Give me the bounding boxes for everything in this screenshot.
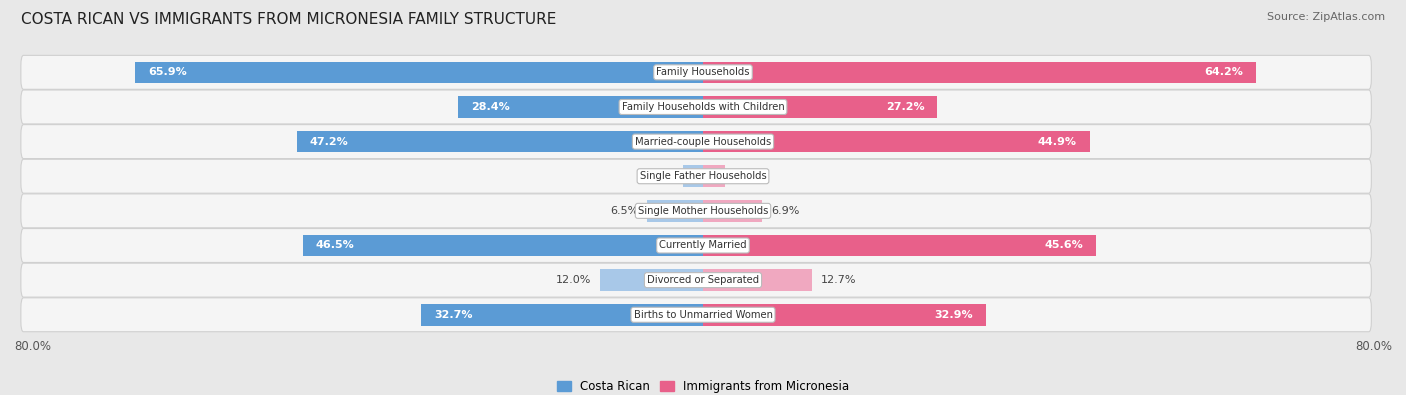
Bar	[703, 96, 938, 118]
Text: 32.9%: 32.9%	[935, 310, 973, 320]
FancyBboxPatch shape	[21, 229, 1371, 262]
Bar	[599, 269, 703, 291]
FancyBboxPatch shape	[21, 194, 1371, 228]
Text: 12.7%: 12.7%	[821, 275, 856, 285]
Text: 46.5%: 46.5%	[315, 241, 354, 250]
Text: Family Households with Children: Family Households with Children	[621, 102, 785, 112]
Bar	[458, 96, 703, 118]
Bar	[297, 131, 703, 152]
Text: 80.0%: 80.0%	[14, 340, 51, 353]
Text: Family Households: Family Households	[657, 67, 749, 77]
Bar	[703, 235, 1095, 256]
Text: 27.2%: 27.2%	[886, 102, 924, 112]
Bar	[683, 166, 703, 187]
Text: 44.9%: 44.9%	[1038, 137, 1077, 147]
Text: 12.0%: 12.0%	[555, 275, 591, 285]
Bar	[422, 304, 703, 325]
Text: Births to Unmarried Women: Births to Unmarried Women	[634, 310, 772, 320]
Text: 2.6%: 2.6%	[734, 171, 762, 181]
Text: 80.0%: 80.0%	[1355, 340, 1392, 353]
FancyBboxPatch shape	[21, 125, 1371, 158]
Bar	[703, 166, 725, 187]
Text: Single Father Households: Single Father Households	[640, 171, 766, 181]
FancyBboxPatch shape	[21, 90, 1371, 124]
Bar	[703, 62, 1256, 83]
Text: COSTA RICAN VS IMMIGRANTS FROM MICRONESIA FAMILY STRUCTURE: COSTA RICAN VS IMMIGRANTS FROM MICRONESI…	[21, 12, 557, 27]
Bar	[703, 269, 813, 291]
Bar	[703, 304, 987, 325]
Bar	[703, 131, 1090, 152]
Text: 65.9%: 65.9%	[149, 67, 187, 77]
Text: Currently Married: Currently Married	[659, 241, 747, 250]
Bar	[647, 200, 703, 222]
Text: 47.2%: 47.2%	[309, 137, 349, 147]
Bar	[703, 200, 762, 222]
Text: 6.5%: 6.5%	[610, 206, 638, 216]
Text: Divorced or Separated: Divorced or Separated	[647, 275, 759, 285]
FancyBboxPatch shape	[21, 298, 1371, 332]
FancyBboxPatch shape	[21, 263, 1371, 297]
Bar	[302, 235, 703, 256]
Text: Single Mother Households: Single Mother Households	[638, 206, 768, 216]
Text: Married-couple Households: Married-couple Households	[636, 137, 770, 147]
Text: Source: ZipAtlas.com: Source: ZipAtlas.com	[1267, 12, 1385, 22]
Text: 45.6%: 45.6%	[1045, 241, 1083, 250]
Bar	[135, 62, 703, 83]
Text: 6.9%: 6.9%	[770, 206, 800, 216]
FancyBboxPatch shape	[21, 55, 1371, 89]
Text: 2.3%: 2.3%	[647, 171, 675, 181]
Text: 64.2%: 64.2%	[1204, 67, 1243, 77]
Legend: Costa Rican, Immigrants from Micronesia: Costa Rican, Immigrants from Micronesia	[553, 376, 853, 395]
Text: 28.4%: 28.4%	[471, 102, 510, 112]
Text: 32.7%: 32.7%	[434, 310, 472, 320]
FancyBboxPatch shape	[21, 159, 1371, 193]
